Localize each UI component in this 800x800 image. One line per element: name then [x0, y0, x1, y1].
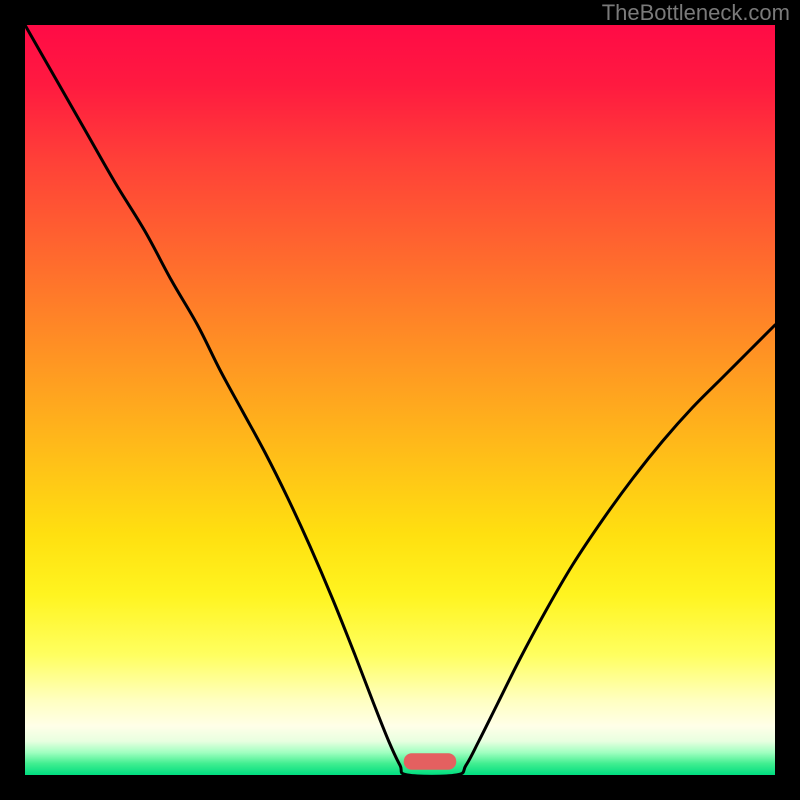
- bottleneck-chart: TheBottleneck.com: [0, 0, 800, 800]
- attribution-text: TheBottleneck.com: [602, 0, 790, 25]
- bottleneck-marker: [404, 753, 457, 770]
- plot-area: [25, 25, 775, 775]
